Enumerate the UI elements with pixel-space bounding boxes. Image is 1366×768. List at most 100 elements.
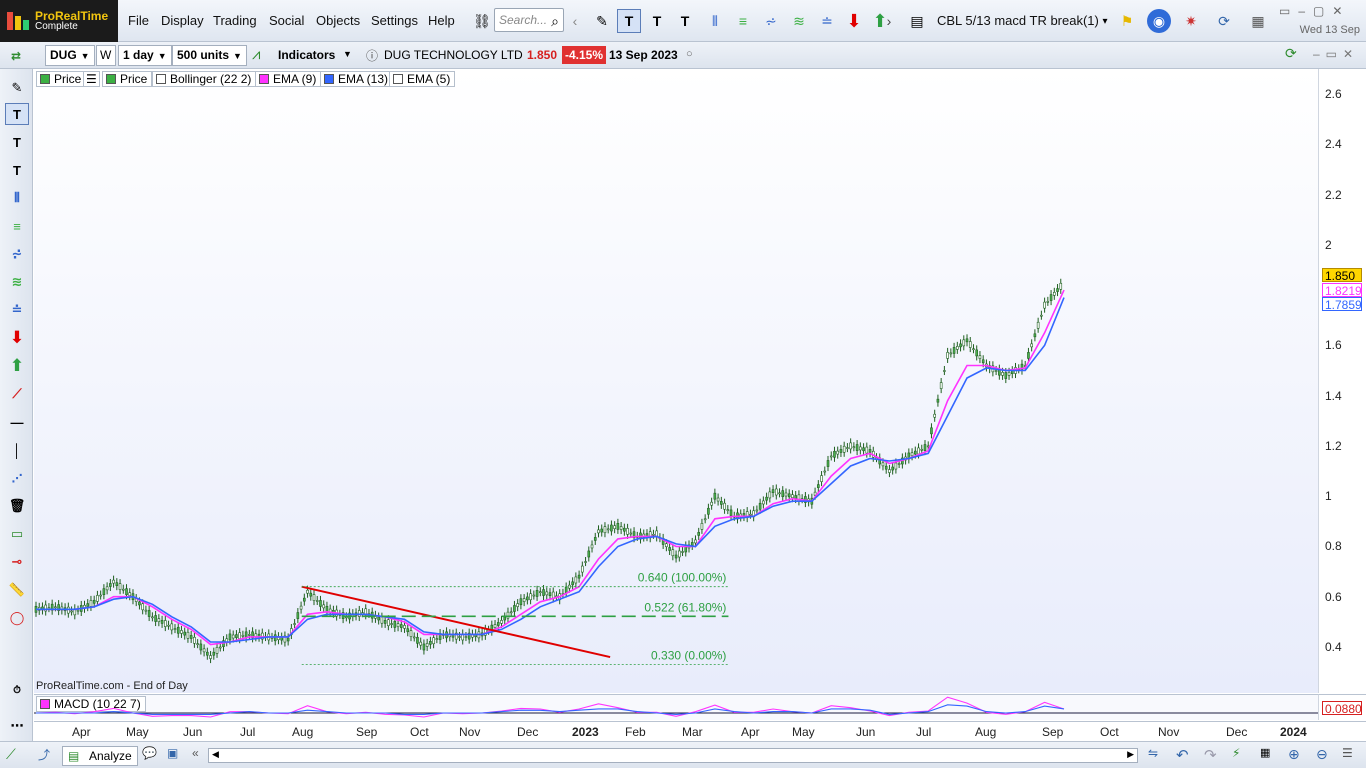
collapse-left-icon[interactable]: «	[192, 746, 199, 760]
link-icon[interactable]: ⛓	[473, 12, 491, 29]
scroll-right-arrow[interactable]: ▶	[1127, 749, 1134, 759]
panel-window-controls[interactable]: –▭✕	[1313, 47, 1360, 61]
legend-list-icon[interactable]: ☰	[83, 71, 100, 87]
pencil-tool-icon[interactable]: ✎	[11, 80, 23, 95]
expand-icon[interactable]: ⇋	[1148, 746, 1159, 760]
menu-trading[interactable]: Trading	[213, 13, 257, 28]
menu-help[interactable]: Help	[428, 13, 455, 28]
price-bar	[1001, 372, 1004, 376]
macd-panel[interactable]: MACD (10 22 7)	[34, 694, 1318, 720]
ray-tool-icon[interactable]: ⊸	[11, 554, 23, 569]
buy-arrow-icon[interactable]: ⬆	[872, 10, 888, 31]
menu-lines-icon[interactable]: ☰	[1342, 746, 1353, 760]
more-tools-icon[interactable]: ⋯	[10, 718, 24, 733]
screener-selector[interactable]: CBL 5/13 macd TR break(1)	[937, 13, 1099, 28]
sell-arrow-icon[interactable]: ⬇	[846, 10, 862, 31]
ticker-select[interactable]: DUG ▼	[45, 45, 95, 66]
fib-fan-icon[interactable]: ⩫	[765, 12, 777, 29]
time-axis-tick: Apr	[72, 725, 91, 739]
fib-vertical-icon[interactable]: ⦀	[711, 12, 719, 29]
text-tool-3-icon[interactable]: T	[680, 13, 690, 29]
menu-social[interactable]: Social	[269, 13, 305, 28]
abc-pattern-tool-icon[interactable]: ⋰	[11, 472, 23, 485]
pencil-icon[interactable]: ✎	[596, 12, 608, 29]
fib-retrace-tool-icon[interactable]: ≡	[13, 218, 21, 234]
layout-icon[interactable]: ▦	[1251, 12, 1265, 29]
ruler-tool-icon[interactable]: 📏	[8, 582, 26, 597]
legend-ema9-swatch	[259, 74, 269, 84]
menu-objects[interactable]: Objects	[316, 13, 361, 28]
refresh-chart-icon[interactable]: ⟳	[1285, 45, 1297, 61]
year-view-icon[interactable]: ▦	[1260, 747, 1271, 759]
period-select[interactable]: 1 day ▼	[118, 45, 172, 66]
price-chart-panel[interactable]: Price ☰ Price Bollinger (22 2) EMA (9) E…	[34, 69, 1318, 693]
fib-arc-icon[interactable]: ≋	[793, 12, 805, 29]
horizontal-scrollbar[interactable]: ◀ ▶	[208, 748, 1138, 763]
text-tool-icon[interactable]: T	[5, 103, 29, 125]
indicators-button[interactable]: Indicators	[278, 48, 336, 62]
buy-arrow-tool-icon[interactable]: ⬆	[9, 356, 25, 375]
fib-extension-tool-icon[interactable]: ≐	[11, 302, 23, 317]
weekly-button[interactable]: W	[96, 45, 116, 66]
zoom-out-icon[interactable]: ⊖	[1316, 746, 1328, 762]
sync-icon[interactable]: ⟳	[1218, 12, 1230, 29]
legend-price[interactable]: Price	[36, 71, 87, 87]
fib-time-tool-icon[interactable]: ⦀	[14, 190, 20, 205]
undo-icon[interactable]: ↶	[1176, 747, 1189, 764]
share-icon[interactable]: ⤴	[38, 748, 51, 762]
window-controls[interactable]: ▭–▢✕	[1279, 4, 1351, 18]
text-bold-tool-icon[interactable]: T	[13, 134, 21, 150]
horizontal-line-tool-icon[interactable]: —	[10, 414, 24, 430]
rectangle-tool-icon[interactable]: ▭	[10, 526, 24, 541]
info-icon[interactable]: ⓘ	[366, 49, 379, 63]
vertical-line-tool-icon[interactable]: │	[12, 442, 22, 458]
price-bar	[535, 590, 539, 597]
indicators-icon[interactable]: ⩘	[252, 46, 261, 63]
fib-arc-tool-icon[interactable]: ≋	[11, 274, 23, 289]
legend-price-2[interactable]: Price	[102, 71, 153, 87]
menu-display[interactable]: Display	[161, 13, 204, 28]
trading-icon[interactable]: ⚡	[1232, 746, 1241, 760]
clock-settings-icon[interactable]: ⏱	[13, 684, 21, 696]
message-icon[interactable]: 💬	[142, 746, 157, 760]
text-tool-icon[interactable]: T	[617, 9, 641, 33]
speaker-icon[interactable]: ◉	[1147, 9, 1171, 33]
search-icon[interactable]: ⌕	[551, 12, 559, 29]
legend-ema5[interactable]: EMA (5)	[389, 71, 456, 87]
legend-ema13[interactable]: EMA (13)	[320, 71, 394, 87]
legend-macd[interactable]: MACD (10 22 7)	[36, 696, 146, 712]
legend-ema13-label: EMA (13)	[338, 72, 389, 86]
alerts-icon[interactable]: ✷	[1185, 12, 1197, 29]
scroll-left-icon[interactable]: ‹	[572, 13, 578, 29]
text-tool-alt-icon[interactable]: T	[13, 162, 21, 178]
search-input[interactable]: Search...	[494, 8, 564, 32]
chart-link-icon[interactable]: ⇄	[10, 49, 22, 63]
chart-window-icon[interactable]: ▣	[167, 746, 179, 760]
fib-extension-icon[interactable]: ≐	[821, 12, 833, 29]
units-select[interactable]: 500 units ▼	[172, 45, 247, 66]
scroll-left-arrow[interactable]: ◀	[212, 749, 219, 759]
zoom-in-icon[interactable]: ⊕	[1288, 746, 1300, 762]
price-axis[interactable]: 2.62.42.221.81.61.41.210.80.60.4 1.8501.…	[1318, 69, 1366, 693]
sell-arrow-tool-icon[interactable]: ⬇	[9, 328, 25, 347]
fib-retrace-icon[interactable]: ≡	[738, 13, 748, 29]
fib-fan-tool-icon[interactable]: ⩫	[11, 246, 23, 261]
screener-icon[interactable]: ▤	[910, 12, 924, 29]
legend-ema9[interactable]: EMA (9)	[255, 71, 322, 87]
menu-settings[interactable]: Settings	[371, 13, 418, 28]
price-bar	[626, 528, 629, 535]
segment-tool-icon[interactable]: ⟋	[12, 386, 22, 401]
scroll-right-icon[interactable]: ›	[886, 13, 892, 29]
time-axis[interactable]: Apr May Jun Jul Aug Sep Oct Nov Dec 2023 Feb Mar Apr…	[34, 721, 1366, 741]
flag-icon[interactable]: ⚑	[1120, 12, 1134, 29]
legend-bollinger[interactable]: Bollinger (22 2)	[152, 71, 257, 87]
analyze-button[interactable]: ▤ Analyze	[62, 746, 138, 766]
menu-file[interactable]: File	[128, 13, 149, 28]
zoom-tool-icon[interactable]: ⟋	[6, 746, 16, 762]
screener-dropdown-icon[interactable]: ▾	[1102, 15, 1108, 27]
indicators-dropdown-icon[interactable]: ▼	[343, 49, 352, 59]
ellipse-tool-icon[interactable]: ◯	[9, 610, 25, 625]
text-tool-2-icon[interactable]: T	[652, 13, 662, 29]
redo-icon[interactable]: ↷	[1204, 747, 1217, 764]
delete-objects-icon[interactable]: 🗑	[8, 498, 26, 513]
